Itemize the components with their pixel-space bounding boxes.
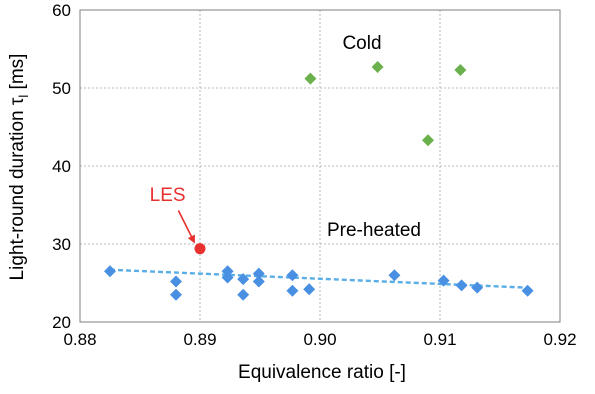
y-tick-label: 40	[52, 157, 71, 176]
x-tick-label: 0.91	[423, 330, 456, 349]
pre-heated-point	[252, 275, 265, 288]
y-axis-label-main: Light-round duration τ	[7, 97, 28, 280]
pre-heated-point	[221, 271, 234, 284]
pre-heated-point	[455, 279, 468, 292]
pre-heated-point	[237, 273, 250, 286]
x-tick-label: 0.88	[63, 330, 96, 349]
cold-point	[304, 72, 317, 85]
pre-heated-point	[388, 269, 401, 282]
pre-heated-point	[170, 288, 182, 301]
les-annotation: LES	[150, 185, 186, 206]
cold-annotation: Cold	[342, 33, 381, 54]
grid	[80, 10, 560, 322]
data-points	[104, 60, 534, 301]
y-tick-label: 50	[52, 79, 71, 98]
pre-heated-point	[170, 275, 182, 288]
pre-heated-point	[471, 281, 484, 294]
y-axis-label-unit: [ms]	[7, 54, 28, 95]
x-axis-ticks: 0.88 0.89 0.90 0.91 0.92	[63, 330, 576, 349]
pre-heated-point	[303, 283, 316, 296]
annotations: Cold Pre-heated LES	[150, 33, 421, 244]
x-tick-label: 0.92	[543, 330, 576, 349]
cold-point	[371, 60, 384, 73]
x-tick-label: 0.89	[183, 330, 216, 349]
les-point	[194, 243, 206, 255]
cold-point	[422, 134, 434, 147]
x-tick-label: 0.90	[303, 330, 336, 349]
pre-heated-point	[252, 267, 265, 280]
pre-heated-point	[104, 265, 116, 278]
y-axis-ticks: 20 30 40 50 60	[52, 1, 71, 332]
pre-heated-annotation: Pre-heated	[327, 220, 421, 241]
pre-heated-point	[521, 284, 534, 297]
y-axis-label: Light-round duration τl [ms]	[7, 54, 31, 281]
y-tick-label: 30	[52, 235, 71, 254]
les-arrow	[177, 210, 195, 244]
x-axis-label: Equivalence ratio [-]	[238, 362, 406, 383]
cold-point	[454, 64, 467, 77]
y-tick-label: 60	[52, 1, 71, 20]
y-axis-label-subscript: l	[16, 95, 31, 98]
y-tick-label: 20	[52, 313, 71, 332]
plot-frame	[79, 9, 561, 323]
pre-heated-point	[286, 269, 299, 282]
pre-heated-point	[437, 274, 450, 287]
pre-heated-point	[221, 265, 234, 278]
pre-heated-point	[286, 284, 299, 297]
pre-heated-point	[237, 288, 250, 301]
